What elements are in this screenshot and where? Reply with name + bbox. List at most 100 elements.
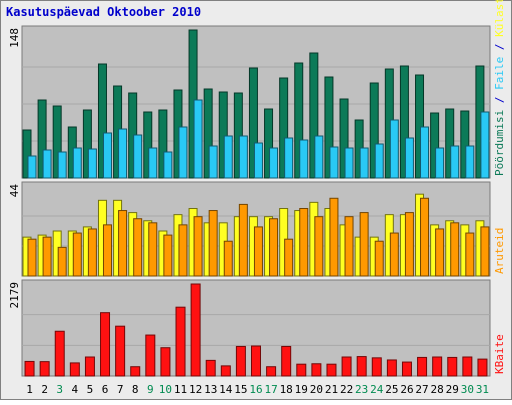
x-tick-label: 8 <box>132 383 139 396</box>
x-tick-label: 7 <box>117 383 124 396</box>
bar-day-31 <box>477 358 488 377</box>
bar-day-19 <box>294 62 304 179</box>
series-yellow <box>22 193 485 277</box>
bar-day-17 <box>264 108 274 179</box>
x-tick-label: 14 <box>219 383 233 396</box>
x-tick-label: 12 <box>189 383 202 396</box>
bar-day-4 <box>69 362 80 377</box>
bar-day-24 <box>374 143 384 179</box>
bar-day-24 <box>374 240 384 277</box>
panel-1: 148 Pöördumisi / Faile / Külastajaid <box>8 0 506 179</box>
bar-day-19 <box>296 363 307 377</box>
bar-day-16 <box>253 142 263 179</box>
bar-day-6 <box>97 63 107 179</box>
bar-day-10 <box>160 347 171 377</box>
bar-day-3 <box>52 105 62 179</box>
bar-day-18 <box>284 238 294 277</box>
bar-day-14 <box>223 240 233 277</box>
bar-day-24 <box>369 82 379 179</box>
bar-day-31 <box>480 111 490 179</box>
x-tick-label: 22 <box>340 383 353 396</box>
bar-day-30 <box>462 356 473 377</box>
bar-day-13 <box>208 145 218 179</box>
bar-day-16 <box>248 67 258 179</box>
x-tick-label: 21 <box>325 383 338 396</box>
x-tick-label: 16 <box>249 383 262 396</box>
bar-day-7 <box>115 325 126 377</box>
bar-day-14 <box>220 365 231 377</box>
legend-entry: KBaite <box>493 334 506 374</box>
x-tick-label: 11 <box>174 383 187 396</box>
bar-day-22 <box>341 356 352 377</box>
bar-day-10 <box>163 234 173 277</box>
bar-day-24 <box>371 357 382 377</box>
bar-day-29 <box>450 145 460 179</box>
bar-day-6 <box>102 224 112 277</box>
panel-2: 44 Aruteid <box>8 181 506 277</box>
legend-entry: / <box>493 90 506 110</box>
x-tick-label: 6 <box>102 383 109 396</box>
bar-day-13 <box>203 88 213 179</box>
bar-day-14 <box>223 135 233 179</box>
bar-day-20 <box>314 216 324 277</box>
bar-day-23 <box>356 356 367 377</box>
bar-day-7 <box>118 210 128 277</box>
bar-day-16 <box>251 345 261 377</box>
bar-day-11 <box>178 126 188 179</box>
bar-day-1 <box>24 360 35 377</box>
bar-day-11 <box>175 306 186 377</box>
bar-day-25 <box>389 232 399 277</box>
bar-day-30 <box>465 145 475 179</box>
bar-day-13 <box>205 359 216 377</box>
bar-day-15 <box>238 135 248 179</box>
legend-entry: Faile <box>493 57 506 90</box>
x-tick-label: 19 <box>295 383 308 396</box>
bar-day-22 <box>344 216 354 277</box>
bar-day-14 <box>218 91 228 179</box>
series-cyan <box>27 99 490 179</box>
legend-entry: / <box>493 37 506 57</box>
bar-day-10 <box>163 151 173 179</box>
bar-day-18 <box>284 137 294 179</box>
bar-day-30 <box>460 110 470 179</box>
x-tick-label: 17 <box>264 383 277 396</box>
bar-day-28 <box>432 356 443 377</box>
bar-day-18 <box>279 77 289 179</box>
bar-day-8 <box>133 218 143 277</box>
bar-day-19 <box>299 139 309 179</box>
bar-day-20 <box>311 363 322 377</box>
bar-day-12 <box>190 283 201 377</box>
bar-day-5 <box>84 356 95 377</box>
bar-day-21 <box>329 146 339 179</box>
bar-day-9 <box>148 222 158 277</box>
series-legend: Aruteid <box>493 228 506 274</box>
bar-day-27 <box>420 197 430 277</box>
bar-day-27 <box>417 356 428 377</box>
bar-day-13 <box>208 210 218 277</box>
bar-day-1 <box>27 238 37 277</box>
bar-day-5 <box>87 228 97 277</box>
bar-day-4 <box>72 147 82 179</box>
x-tick-label: 10 <box>159 383 172 396</box>
bar-day-30 <box>465 232 475 277</box>
bar-day-2 <box>42 149 52 179</box>
x-tick-label: 5 <box>87 383 94 396</box>
x-tick-label: 18 <box>280 383 293 396</box>
chart-panels: 148 Pöördumisi / Faile / Külastajaid 44 Aru… <box>8 0 506 377</box>
bar-day-26 <box>404 212 414 277</box>
bar-day-9 <box>143 111 153 179</box>
bar-day-18 <box>281 345 292 377</box>
x-tick-label: 27 <box>415 383 428 396</box>
bar-day-17 <box>266 366 277 377</box>
x-tick-label: 20 <box>310 383 323 396</box>
chart-title: Kasutuspäevad Oktoober 2010 <box>6 5 201 19</box>
bar-day-31 <box>480 226 490 277</box>
bar-day-9 <box>148 147 158 179</box>
legend-entry: Aruteid <box>493 228 506 274</box>
bar-day-1 <box>27 155 37 179</box>
y-max-label: 2179 <box>8 282 21 309</box>
bar-day-23 <box>359 212 369 277</box>
bar-day-19 <box>299 208 309 277</box>
bar-day-11 <box>178 224 188 277</box>
bar-day-9 <box>145 334 156 377</box>
